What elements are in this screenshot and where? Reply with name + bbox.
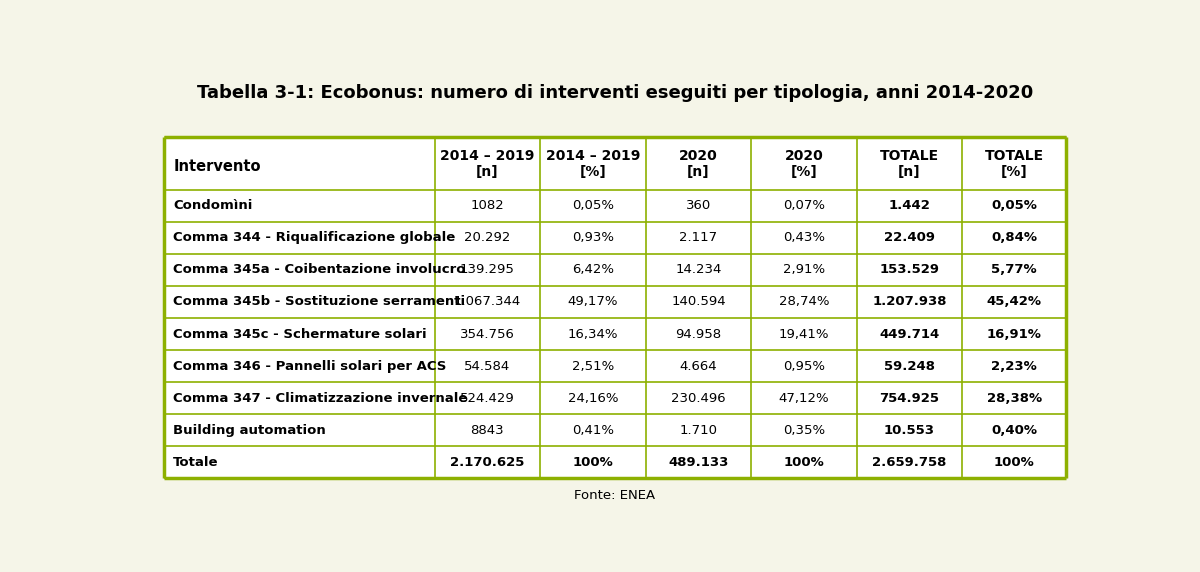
Text: 16,91%: 16,91% — [986, 328, 1042, 340]
Text: 2020: 2020 — [679, 149, 718, 164]
Text: 0,41%: 0,41% — [572, 424, 614, 436]
Text: 2,51%: 2,51% — [571, 360, 614, 372]
Text: Comma 346 - Pannelli solari per ACS: Comma 346 - Pannelli solari per ACS — [173, 360, 446, 372]
Text: Fonte: ENEA: Fonte: ENEA — [575, 490, 655, 502]
Text: 2020: 2020 — [785, 149, 823, 164]
Text: [%]: [%] — [791, 165, 817, 180]
Text: 0,93%: 0,93% — [572, 232, 614, 244]
Text: Intervento: Intervento — [173, 158, 260, 173]
Text: 14.234: 14.234 — [676, 264, 721, 276]
Text: 0,07%: 0,07% — [782, 199, 824, 212]
Text: TOTALE: TOTALE — [880, 149, 940, 164]
Text: 6,42%: 6,42% — [572, 264, 614, 276]
Text: 0,40%: 0,40% — [991, 424, 1037, 436]
Text: [n]: [n] — [899, 165, 920, 180]
Text: 754.925: 754.925 — [880, 392, 940, 404]
Text: 0,84%: 0,84% — [991, 232, 1037, 244]
Text: 10.553: 10.553 — [884, 424, 935, 436]
Text: 1.207.938: 1.207.938 — [872, 296, 947, 308]
Text: 59.248: 59.248 — [884, 360, 935, 372]
Text: Totale: Totale — [173, 456, 218, 468]
Text: 0,05%: 0,05% — [991, 199, 1037, 212]
Text: 2.659.758: 2.659.758 — [872, 456, 947, 468]
Text: [%]: [%] — [580, 165, 606, 180]
Text: 94.958: 94.958 — [676, 328, 721, 340]
Text: TOTALE: TOTALE — [985, 149, 1044, 164]
Text: 24,16%: 24,16% — [568, 392, 618, 404]
Text: 8843: 8843 — [470, 424, 504, 436]
Text: 2.117: 2.117 — [679, 232, 718, 244]
Text: 16,34%: 16,34% — [568, 328, 618, 340]
Text: 153.529: 153.529 — [880, 264, 940, 276]
Text: Comma 345c - Schermature solari: Comma 345c - Schermature solari — [173, 328, 427, 340]
Text: 28,38%: 28,38% — [986, 392, 1042, 404]
Text: 140.594: 140.594 — [671, 296, 726, 308]
Text: 100%: 100% — [994, 456, 1034, 468]
Text: 0,35%: 0,35% — [782, 424, 826, 436]
Text: Tabella 3-1: Ecobonus: numero di interventi eseguiti per tipologia, anni 2014-20: Tabella 3-1: Ecobonus: numero di interve… — [197, 84, 1033, 102]
Text: 28,74%: 28,74% — [779, 296, 829, 308]
Text: 2.170.625: 2.170.625 — [450, 456, 524, 468]
Text: 354.756: 354.756 — [460, 328, 515, 340]
Text: Comma 344 - Riqualificazione globale: Comma 344 - Riqualificazione globale — [173, 232, 456, 244]
Text: [%]: [%] — [1001, 165, 1027, 180]
Text: 2,91%: 2,91% — [782, 264, 826, 276]
Text: 100%: 100% — [572, 456, 613, 468]
Text: Comma 347 - Climatizzazione invernale: Comma 347 - Climatizzazione invernale — [173, 392, 468, 404]
Text: 2,23%: 2,23% — [991, 360, 1037, 372]
Text: [n]: [n] — [476, 165, 499, 180]
Text: 54.584: 54.584 — [464, 360, 510, 372]
Text: 2014 – 2019: 2014 – 2019 — [440, 149, 534, 164]
Text: 449.714: 449.714 — [880, 328, 940, 340]
Text: 1082: 1082 — [470, 199, 504, 212]
Text: 1.710: 1.710 — [679, 424, 718, 436]
Text: Condomìni: Condomìni — [173, 199, 253, 212]
Text: 22.409: 22.409 — [884, 232, 935, 244]
Text: 4.664: 4.664 — [679, 360, 718, 372]
Text: 524.429: 524.429 — [460, 392, 515, 404]
Text: 1.442: 1.442 — [888, 199, 930, 212]
Text: 0,95%: 0,95% — [782, 360, 824, 372]
Text: 2014 – 2019: 2014 – 2019 — [546, 149, 640, 164]
Text: 49,17%: 49,17% — [568, 296, 618, 308]
Text: 45,42%: 45,42% — [986, 296, 1042, 308]
Text: [n]: [n] — [688, 165, 709, 180]
Text: 5,77%: 5,77% — [991, 264, 1037, 276]
Text: 20.292: 20.292 — [464, 232, 510, 244]
Text: 1.067.344: 1.067.344 — [454, 296, 521, 308]
Text: 0,43%: 0,43% — [782, 232, 824, 244]
Text: 0,05%: 0,05% — [572, 199, 614, 212]
Text: Comma 345b - Sostituzione serramenti: Comma 345b - Sostituzione serramenti — [173, 296, 466, 308]
Text: Comma 345a - Coibentazione involucro: Comma 345a - Coibentazione involucro — [173, 264, 466, 276]
Text: 19,41%: 19,41% — [779, 328, 829, 340]
Text: 139.295: 139.295 — [460, 264, 515, 276]
Text: 489.133: 489.133 — [668, 456, 728, 468]
Text: 230.496: 230.496 — [671, 392, 726, 404]
Bar — [164, 137, 1066, 478]
Text: Building automation: Building automation — [173, 424, 326, 436]
Text: 47,12%: 47,12% — [779, 392, 829, 404]
Text: 360: 360 — [686, 199, 712, 212]
Text: 100%: 100% — [784, 456, 824, 468]
